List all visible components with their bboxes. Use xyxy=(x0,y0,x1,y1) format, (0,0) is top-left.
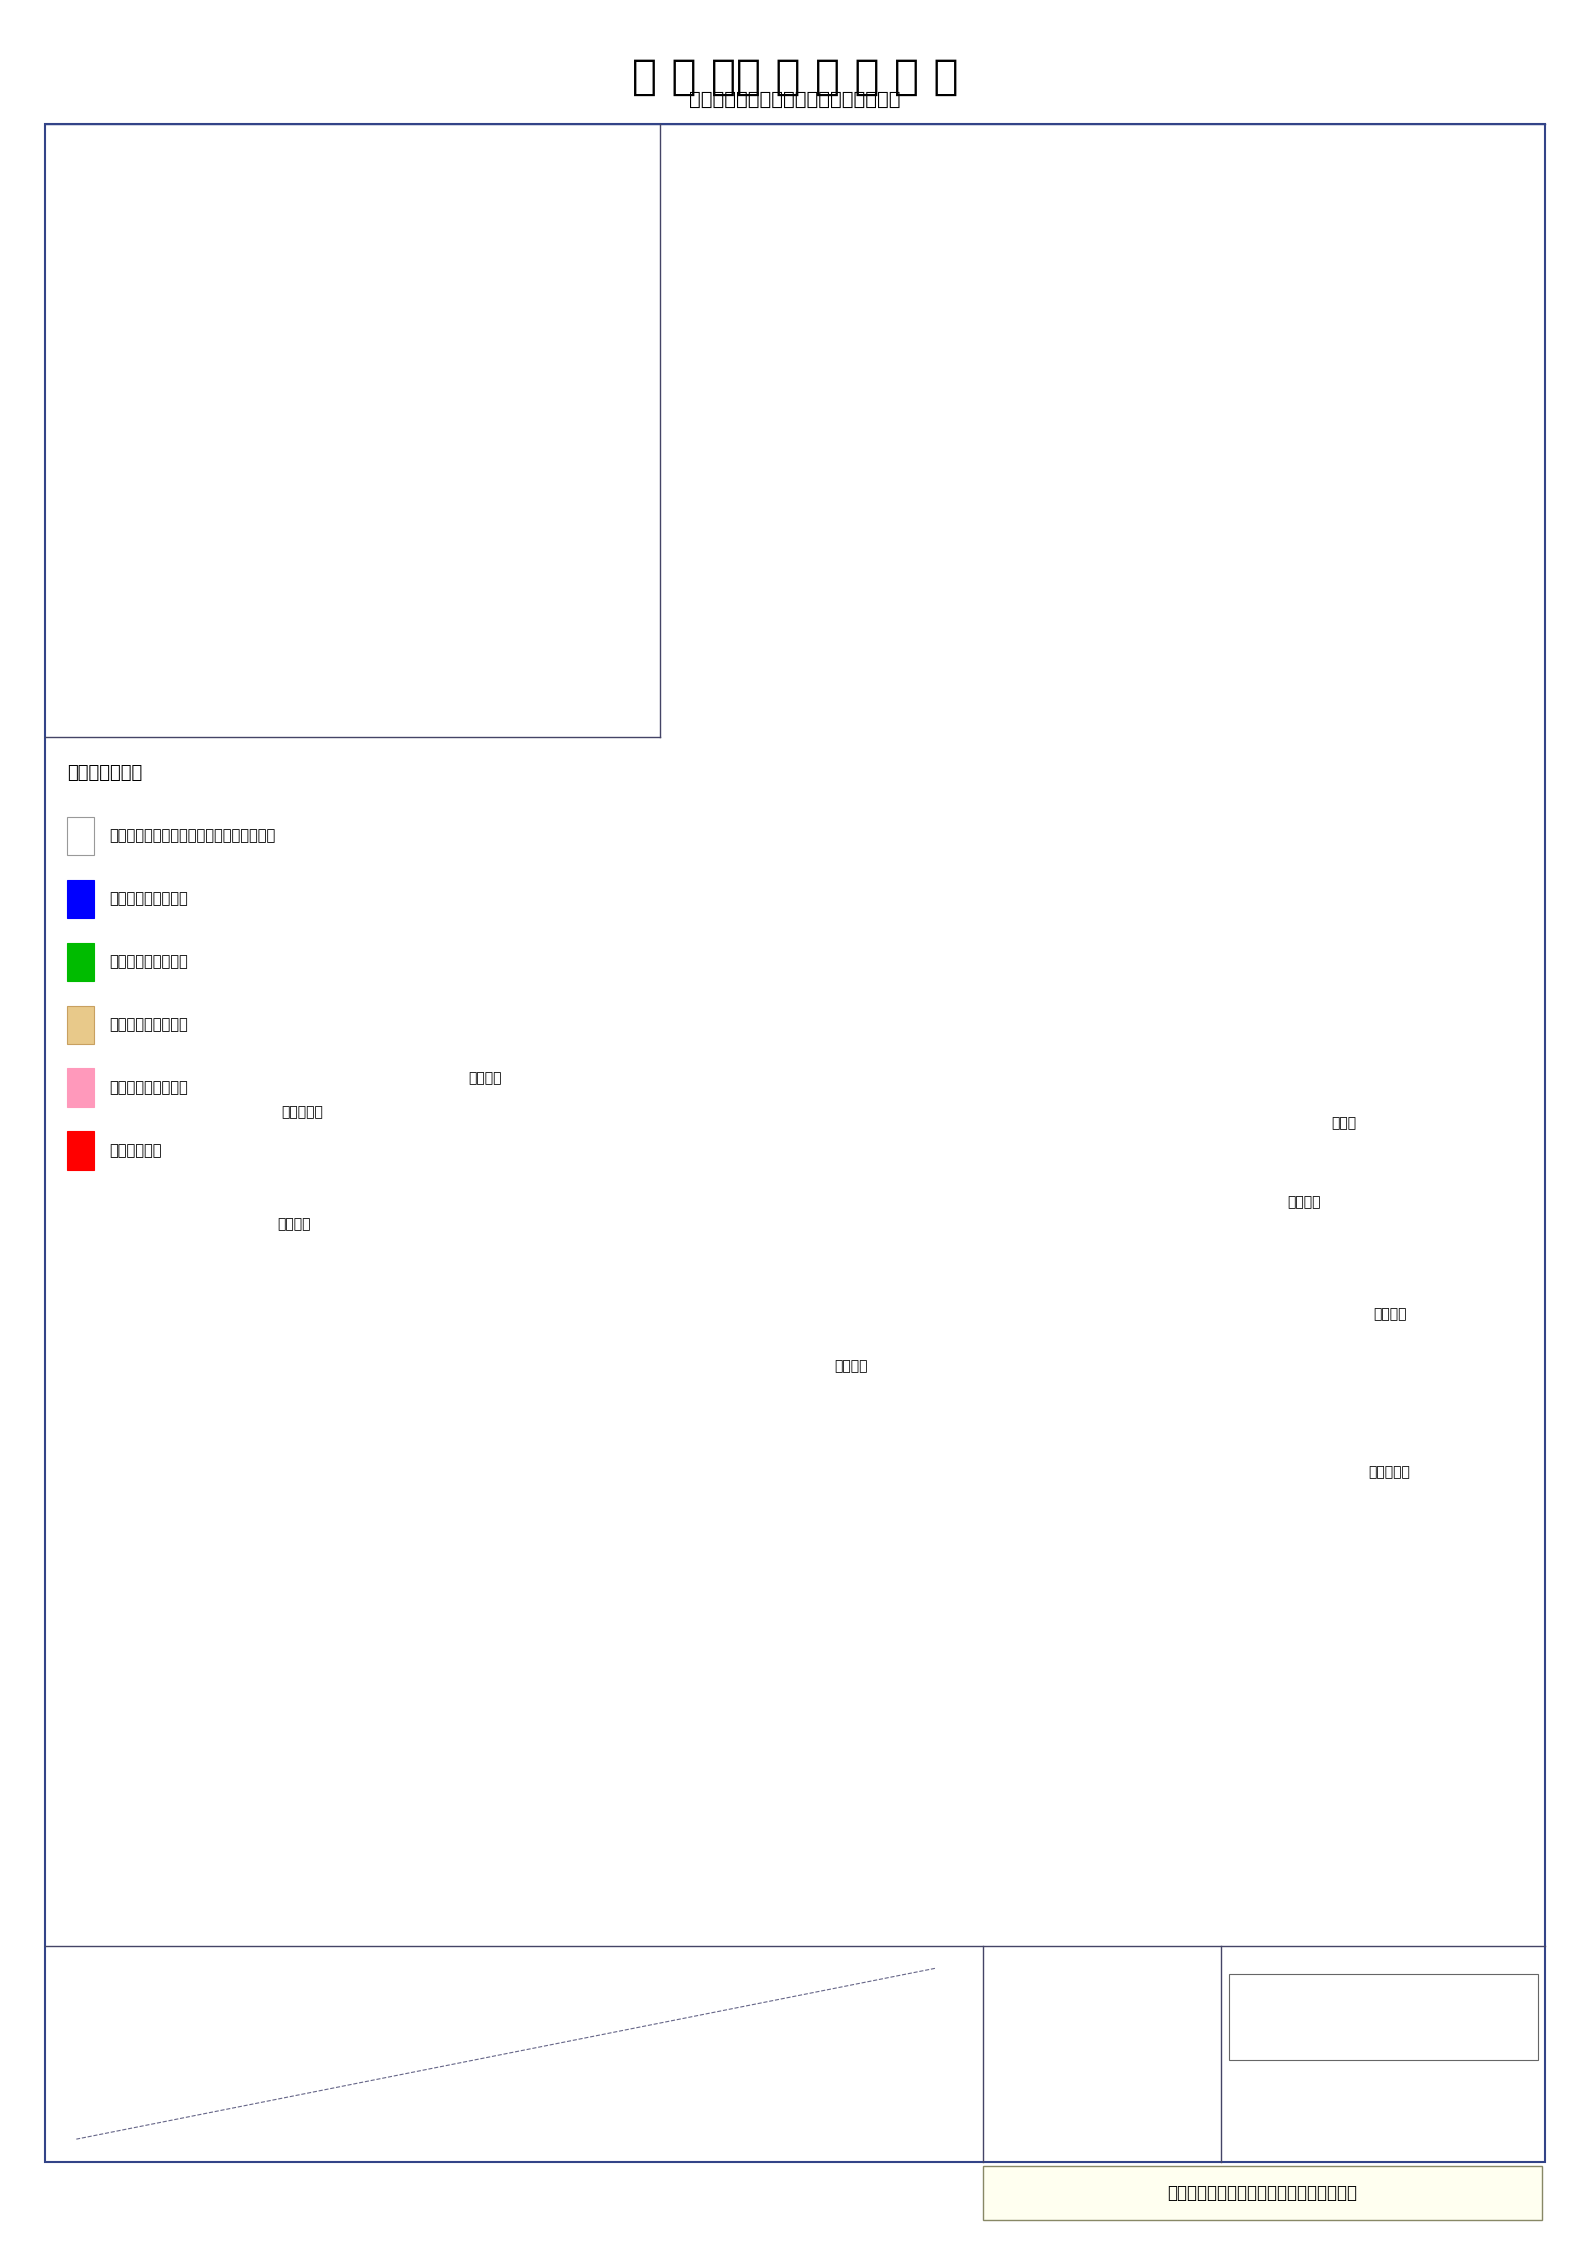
Text: ２０．０～２９．９: ２０．０～２９．９ xyxy=(110,955,189,968)
Text: 火山列島: 火山列島 xyxy=(1372,1308,1407,1321)
Text: ０．０～１９．９％: ０．０～１９．９％ xyxy=(110,892,189,906)
Text: 尖閣諸島: 尖閣諸島 xyxy=(277,1218,312,1231)
Text: 沖縄諸島: 沖縄諸島 xyxy=(833,1359,868,1373)
Text: ３０．０～３９．９: ３０．０～３９．９ xyxy=(110,1018,189,1031)
Text: 平 成 １７ 年 国 勢 調 査: 平 成 １７ 年 国 勢 調 査 xyxy=(631,56,959,99)
Text: 南鳥島: 南鳥島 xyxy=(1331,1117,1356,1130)
Text: ０（常住人口が０人又は老年人口が０人）: ０（常住人口が０人又は老年人口が０人） xyxy=(110,829,277,843)
Text: ４０．０～４９．９: ４０．０～４９．９ xyxy=(110,1081,189,1094)
Bar xyxy=(67,1007,94,1043)
Text: 老年人口の割合: 老年人口の割合 xyxy=(67,764,142,782)
Text: 地域メッシュ統計地図　老年人口の割合: 地域メッシュ統計地図 老年人口の割合 xyxy=(688,90,902,108)
Text: 総務省統計局　（統計調査部地理情報室）: 総務省統計局 （統計調査部地理情報室） xyxy=(1167,2184,1358,2202)
Bar xyxy=(1229,1973,1538,2060)
Text: 宮古列島: 宮古列島 xyxy=(467,1072,502,1085)
Text: 小笠原諸島: 小笠原諸島 xyxy=(1369,1465,1410,1479)
Text: 八重山列島: 八重山列島 xyxy=(281,1106,323,1119)
Bar xyxy=(67,1070,94,1108)
Bar xyxy=(67,1132,94,1171)
Bar xyxy=(983,2166,1542,2220)
Bar xyxy=(67,944,94,980)
Bar xyxy=(67,879,94,917)
Text: 大東諸島: 大東諸島 xyxy=(1286,1195,1321,1209)
Text: ５０．０以上: ５０．０以上 xyxy=(110,1144,162,1157)
Bar xyxy=(67,816,94,854)
